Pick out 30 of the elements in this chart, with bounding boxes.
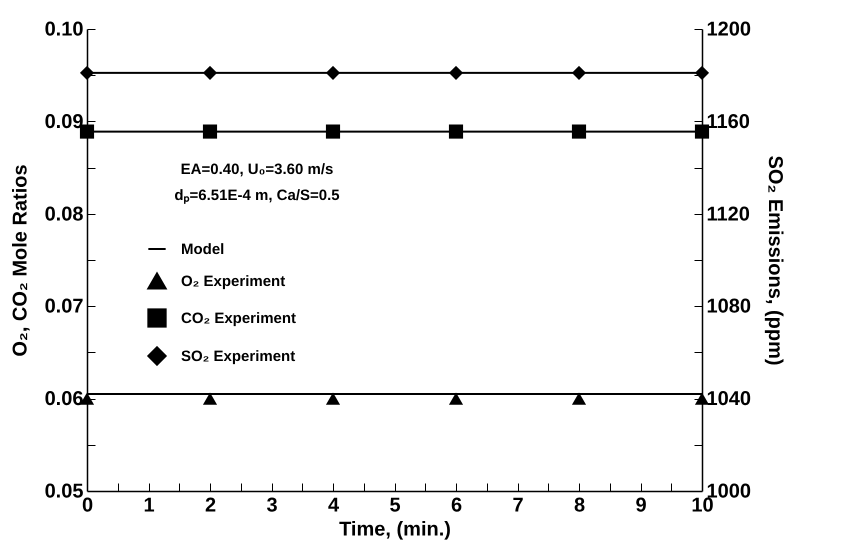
annotation: EA=0.40, U₀=3.60 m/s [180, 161, 334, 178]
y2-axis-title: SO₂ Emissions, (ppm) [764, 155, 786, 366]
x-tick-label: 2 [204, 494, 216, 516]
y-axis-title: O₂, CO₂ Mole Ratios [10, 164, 32, 357]
x-tick-label: 5 [389, 494, 401, 516]
y-tick-label: 0.07 [44, 296, 84, 318]
y2-tick-label: 1200 [706, 18, 751, 40]
x-tick-label: 6 [450, 494, 462, 516]
x-tick-label: 7 [512, 494, 524, 516]
annotation: dₚ=6.51E-4 m, Ca/S=0.5 [174, 187, 340, 204]
y2-tick-label: 1080 [706, 296, 751, 318]
y-tick-label: 0.10 [44, 18, 84, 40]
legend-label: SO₂ Experiment [181, 348, 296, 365]
y-tick-label: 0.05 [44, 480, 84, 502]
x-tick-label: 8 [574, 494, 586, 516]
legend-label: O₂ Experiment [181, 273, 286, 290]
y2-tick-label: 1040 [706, 388, 751, 410]
x-tick-label: 9 [635, 494, 647, 516]
y2-tick-label: 1160 [706, 110, 750, 133]
x-tick-label: 3 [266, 494, 278, 516]
x-tick-label: 1 [143, 494, 155, 516]
y-tick-label: 0.06 [44, 388, 84, 410]
y-tick-label: 0.08 [44, 203, 84, 226]
y-tick-label: 0.09 [44, 110, 84, 133]
x-axis-title: Time, (min.) [339, 518, 451, 540]
x-tick-label: 0 [82, 494, 94, 516]
legend-label: Model [181, 241, 224, 258]
x-tick-label: 4 [328, 494, 340, 516]
legend-label: CO₂ Experiment [181, 310, 296, 327]
y2-tick-label: 1120 [706, 203, 750, 226]
